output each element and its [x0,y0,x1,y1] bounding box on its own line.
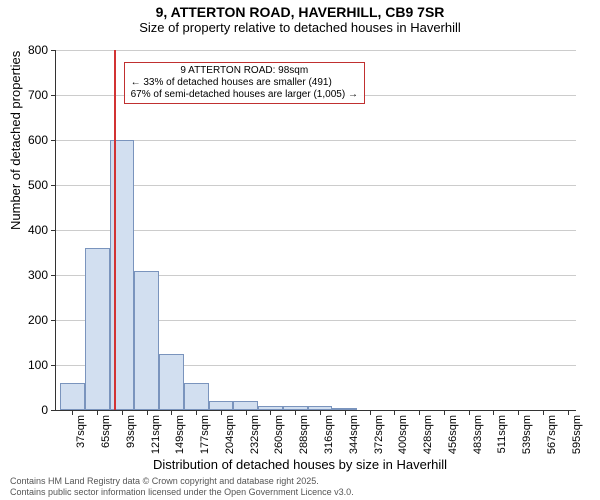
y-tick-label: 100 [8,358,48,372]
page-title: 9, ATTERTON ROAD, HAVERHILL, CB9 7SR [0,0,600,20]
x-tick [419,410,420,415]
chart-area: 010020030040050060070080037sqm65sqm93sqm… [55,50,575,410]
page-subtitle: Size of property relative to detached ho… [0,20,600,37]
histogram-bar [233,401,258,410]
x-tick [469,410,470,415]
x-tick [518,410,519,415]
x-tick [122,410,123,415]
x-tick [568,410,569,415]
y-tick-label: 800 [8,43,48,57]
histogram-bar [184,383,209,410]
x-tick [394,410,395,415]
y-tick [51,50,56,51]
y-tick [51,320,56,321]
annotation-line: 67% of semi-detached houses are larger (… [131,89,358,101]
y-tick [51,185,56,186]
annotation-line: 9 ATTERTON ROAD: 98sqm [131,65,358,77]
y-tick-label: 400 [8,223,48,237]
x-tick [320,410,321,415]
x-tick [493,410,494,415]
x-tick [370,410,371,415]
x-tick [72,410,73,415]
y-tick [51,275,56,276]
reference-line [114,50,116,410]
gridline [56,50,576,51]
x-tick [196,410,197,415]
x-tick [543,410,544,415]
x-tick [246,410,247,415]
x-tick [444,410,445,415]
footer-line1: Contains HM Land Registry data © Crown c… [10,476,354,487]
y-tick-label: 200 [8,313,48,327]
footer-line2: Contains public sector information licen… [10,487,354,498]
y-tick [51,410,56,411]
histogram-bar [60,383,85,410]
histogram-bar [85,248,110,410]
footer: Contains HM Land Registry data © Crown c… [10,476,354,498]
y-tick-label: 0 [8,403,48,417]
y-tick-label: 700 [8,88,48,102]
y-tick [51,230,56,231]
y-tick-label: 500 [8,178,48,192]
y-tick [51,95,56,96]
x-axis-title: Distribution of detached houses by size … [0,457,600,472]
histogram-bar [209,401,234,410]
x-tick [221,410,222,415]
y-tick-label: 600 [8,133,48,147]
y-tick-label: 300 [8,268,48,282]
x-tick [270,410,271,415]
annotation-line: ← 33% of detached houses are smaller (49… [131,77,358,89]
y-tick [51,140,56,141]
x-tick [171,410,172,415]
x-tick [345,410,346,415]
annotation-box: 9 ATTERTON ROAD: 98sqm← 33% of detached … [124,62,365,104]
plot-region: 010020030040050060070080037sqm65sqm93sqm… [55,50,576,411]
y-tick [51,365,56,366]
histogram-bar [159,354,184,410]
x-tick [147,410,148,415]
x-tick [295,410,296,415]
histogram-bar [134,271,159,411]
x-tick [97,410,98,415]
